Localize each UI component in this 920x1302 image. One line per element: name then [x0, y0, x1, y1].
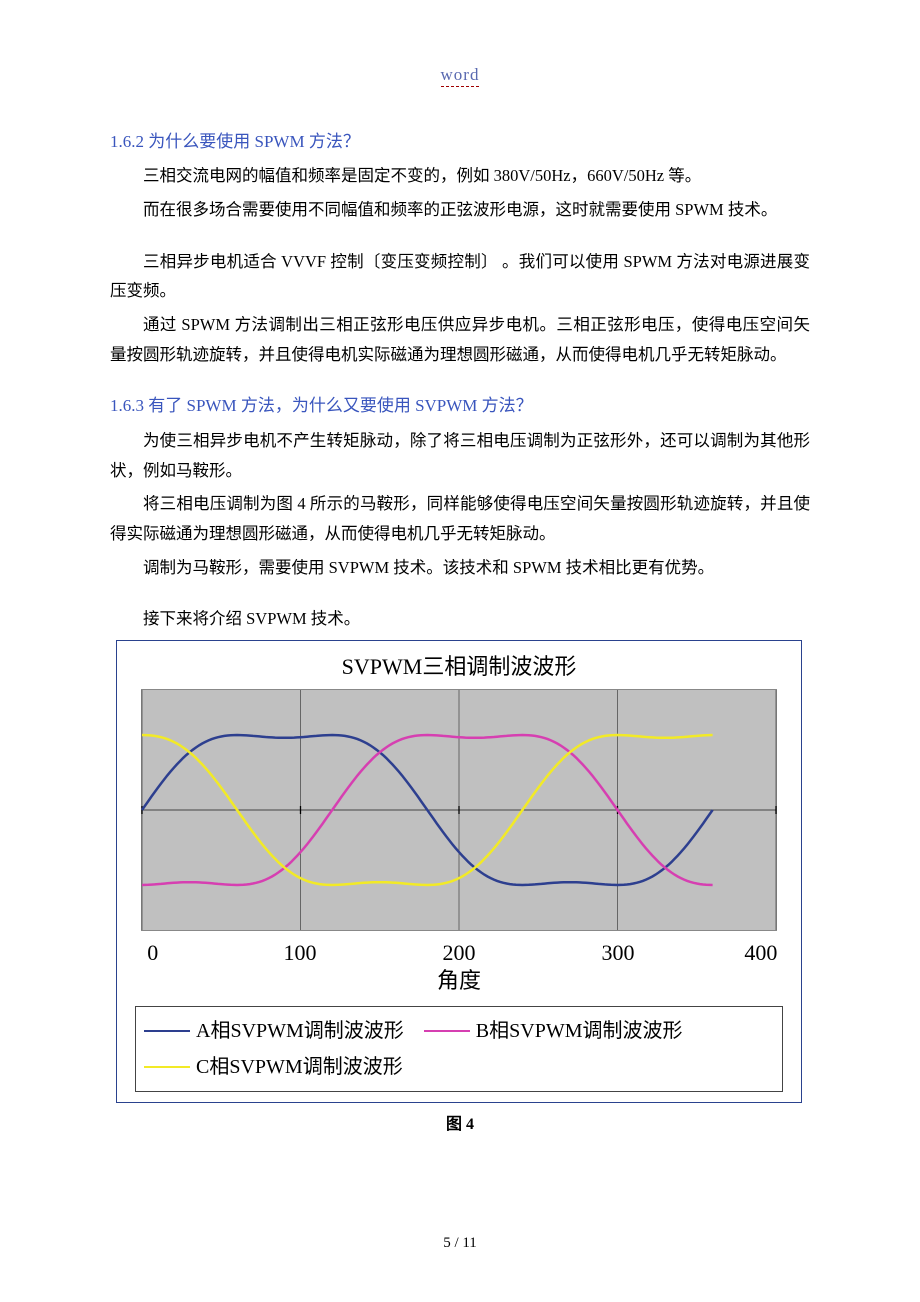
- section-163-p2: 将三相电压调制为图 4 所示的马鞍形，同样能够使得电压空间矢量按圆形轨迹旋转，并…: [110, 489, 810, 548]
- svpwm-chart: SVPWM三相调制波波形 0100200300400 角度 A相SVPWM调制波…: [116, 640, 802, 1103]
- section-162-p1: 三相交流电网的幅值和频率是固定不变的，例如 380V/50Hz，660V/50H…: [110, 161, 810, 191]
- chart-legend: A相SVPWM调制波波形 B相SVPWM调制波波形 C相SVPWM调制波波形: [135, 1006, 783, 1092]
- page-number: 5 / 11: [110, 1230, 810, 1257]
- chart-x-tick: 0: [147, 933, 158, 973]
- section-162-p2: 而在很多场合需要使用不同幅值和频率的正弦波形电源，这时就需要使用 SPWM 技术…: [110, 195, 810, 225]
- figure-caption: 图 4: [110, 1111, 810, 1140]
- chart-legend-item: C相SVPWM调制波波形: [144, 1049, 403, 1085]
- section-163-p3: 调制为马鞍形，需要使用 SVPWM 技术。该技术和 SPWM 技术相比更有优势。: [110, 553, 810, 583]
- document-page: word 1.6.2 为什么要使用 SPWM 方法？ 三相交流电网的幅值和频率是…: [0, 0, 920, 1297]
- chart-plot-area: [141, 689, 777, 931]
- chart-legend-row: A相SVPWM调制波波形 B相SVPWM调制波波形 C相SVPWM调制波波形: [144, 1013, 774, 1085]
- section-163-p1: 为使三相异步电机不产生转矩脉动，除了将三相电压调制为正弦形外，还可以调制为其他形…: [110, 426, 810, 485]
- chart-x-tick: 200: [443, 933, 476, 973]
- page-header: word: [110, 60, 810, 91]
- chart-legend-item: B相SVPWM调制波波形: [424, 1013, 683, 1049]
- header-word-label: word: [441, 65, 480, 87]
- section-162-title: 1.6.2 为什么要使用 SPWM 方法？: [110, 127, 810, 158]
- section-163-p4: 接下来将介绍 SVPWM 技术。: [110, 604, 810, 634]
- legend-label: B相SVPWM调制波波形: [476, 1013, 683, 1049]
- legend-label: A相SVPWM调制波波形: [196, 1013, 404, 1049]
- chart-x-tick: 300: [602, 933, 635, 973]
- legend-line-icon: [144, 1066, 190, 1068]
- section-162-p3: 三相异步电机适合 VVVF 控制〔变压变频控制〕 。我们可以使用 SPWM 方法…: [110, 247, 810, 306]
- chart-x-tick: 100: [284, 933, 317, 973]
- section-162-p4: 通过 SPWM 方法调制出三相正弦形电压供应异步电机。三相正弦形电压，使得电压空…: [110, 310, 810, 369]
- section-163-title: 1.6.3 有了 SPWM 方法，为什么又要使用 SVPWM 方法？: [110, 391, 810, 422]
- chart-x-tick: 400: [744, 933, 777, 973]
- legend-line-icon: [144, 1030, 190, 1032]
- chart-legend-item: A相SVPWM调制波波形: [144, 1013, 404, 1049]
- legend-label: C相SVPWM调制波波形: [196, 1049, 403, 1085]
- chart-title: SVPWM三相调制波波形: [117, 641, 801, 689]
- chart-x-ticks: 0100200300400: [141, 933, 777, 959]
- legend-line-icon: [424, 1030, 470, 1032]
